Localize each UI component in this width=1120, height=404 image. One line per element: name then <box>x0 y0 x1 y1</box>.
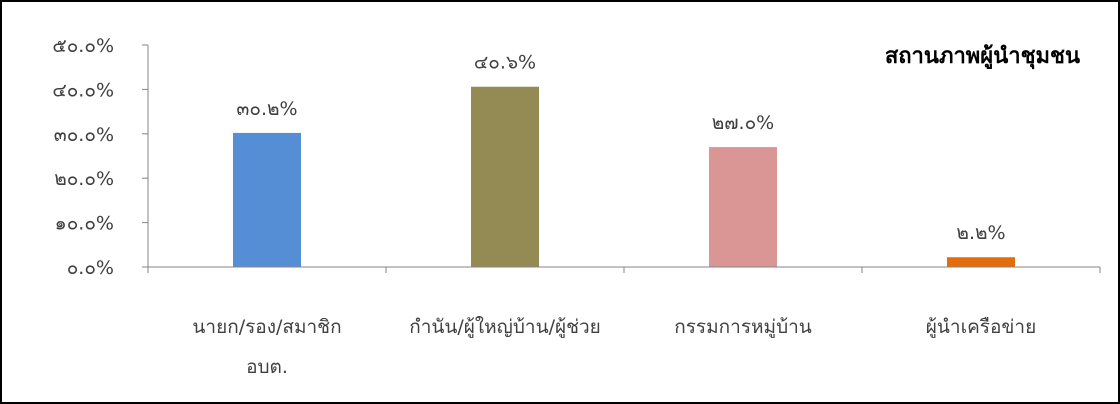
category-label: นายก/รอง/สมาชิก <box>192 316 341 338</box>
y-tick-label: ๓๐.๐% <box>54 124 114 146</box>
bar <box>709 147 777 267</box>
y-axis: ๐.๐% ๑๐.๐% ๒๐.๐% ๓๐.๐% ๔๐.๐% ๕๐.๐% <box>52 35 148 279</box>
data-label: ๔๐.๖% <box>474 52 536 74</box>
y-tick-label: ๔๐.๐% <box>52 79 114 101</box>
bar <box>471 87 539 267</box>
category-label: กำนัน/ผู้ใหญ่บ้าน/ผู้ช่วย <box>409 316 601 338</box>
category-label: อบต. <box>246 356 288 378</box>
category-label: ผู้นำเครือข่าย <box>926 316 1036 338</box>
y-tick-label: ๐.๐% <box>67 257 114 279</box>
chart-title: สถานภาพผู้นำชุมชน <box>885 44 1080 70</box>
y-tick-label: ๑๐.๐% <box>55 213 114 235</box>
data-label: ๒๗.๐% <box>712 112 775 134</box>
category-label: กรรมการหมู่บ้าน <box>674 316 812 338</box>
bar <box>233 133 301 267</box>
y-tick-label: ๒๐.๐% <box>54 168 114 190</box>
bars-group: ๓๐.๒% ๔๐.๖% ๒๗.๐% ๒.๒% <box>233 52 1015 267</box>
data-label: ๓๐.๒% <box>236 98 297 120</box>
bar <box>947 257 1015 267</box>
y-tick-label: ๕๐.๐% <box>52 35 114 57</box>
data-label: ๒.๒% <box>956 222 1005 244</box>
